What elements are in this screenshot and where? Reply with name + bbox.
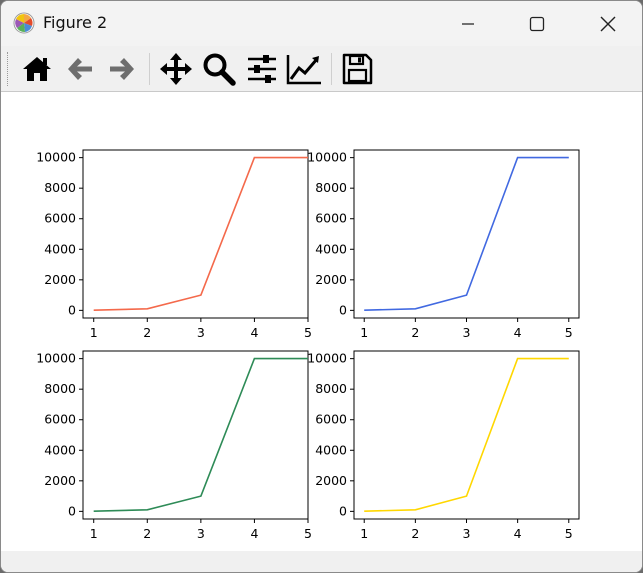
x-tick-label: 4: [250, 325, 258, 340]
x-tick-label: 2: [411, 325, 419, 340]
y-tick-label: 0: [339, 503, 347, 518]
y-tick-label: 8000: [44, 381, 76, 396]
subplot-4[interactable]: 0 2000 4000 6000 8000 10000 1 2 3 4 5: [307, 350, 580, 541]
x-tick-label: 2: [411, 526, 419, 541]
matplotlib-logo-icon: [13, 12, 35, 34]
y-tick-label: 2000: [44, 272, 76, 287]
magnifier-icon: [203, 53, 236, 86]
navigation-toolbar: [1, 46, 642, 92]
subplot-2[interactable]: 0 2000 4000 6000 8000 10000 1 2 3 4 5: [307, 149, 580, 340]
arrow-left-icon: [68, 58, 92, 80]
axes-frame: [353, 149, 580, 319]
y-tick-label: 4000: [315, 442, 347, 457]
y-tick-label: 8000: [315, 180, 347, 195]
y-tick-label: 4000: [44, 442, 76, 457]
arrow-right-icon: [110, 58, 134, 80]
toolbar-separator: [331, 53, 332, 85]
x-tick-label: 4: [514, 526, 522, 541]
x-tick-label: 5: [304, 325, 312, 340]
x-tick-label: 1: [360, 325, 368, 340]
close-button[interactable]: [585, 1, 631, 46]
x-tick-label: 3: [463, 526, 471, 541]
minimize-button[interactable]: [445, 1, 491, 46]
x-tick-label: 5: [304, 526, 312, 541]
y-tick-label: 6000: [44, 412, 76, 427]
title-bar[interactable]: Figure 2: [1, 1, 642, 46]
x-tick-label: 5: [565, 325, 573, 340]
y-tick-label: 6000: [44, 211, 76, 226]
toolbar-grip[interactable]: [7, 52, 9, 86]
y-tick-label: 2000: [44, 473, 76, 488]
x-tick-label: 1: [360, 526, 368, 541]
y-tick-label: 2000: [315, 272, 347, 287]
series-line: [364, 357, 569, 512]
y-tick-label: 10000: [36, 150, 76, 165]
move-arrows-icon: [160, 53, 192, 85]
y-tick-label: 4000: [44, 241, 76, 256]
line-chart-icon: [286, 55, 321, 85]
figure-canvas[interactable]: 0 2000 4000 6000 8000 10000 1 2 3 4 5 0 2000 4000 6000…: [1, 93, 642, 551]
y-tick-label: 2000: [315, 473, 347, 488]
home-icon: [23, 57, 51, 81]
axes-frame: [82, 149, 309, 319]
toolbar-separator: [149, 53, 150, 85]
y-tick-label: 8000: [315, 381, 347, 396]
y-tick-label: 0: [339, 302, 347, 317]
maximize-button[interactable]: [514, 1, 560, 46]
y-tick-label: 8000: [44, 180, 76, 195]
figure-plot[interactable]: 0 2000 4000 6000 8000 10000 1 2 3 4 5 0 2000 4000 6000…: [1, 93, 642, 551]
close-icon: [600, 16, 616, 31]
x-tick-label: 3: [463, 325, 471, 340]
x-tick-label: 2: [143, 325, 151, 340]
save-button[interactable]: [339, 51, 375, 87]
y-tick-label: 6000: [315, 412, 347, 427]
series-line: [93, 357, 308, 512]
series-line: [364, 156, 569, 311]
x-tick-label: 2: [143, 526, 151, 541]
home-button[interactable]: [19, 51, 55, 87]
x-tick-label: 1: [90, 526, 98, 541]
zoom-button[interactable]: [201, 51, 237, 87]
status-bar: [1, 551, 642, 572]
y-tick-label: 6000: [315, 211, 347, 226]
minimize-icon: [462, 22, 474, 25]
floppy-disk-icon: [342, 53, 373, 85]
sliders-icon: [248, 55, 276, 83]
y-tick-label: 10000: [36, 351, 76, 366]
subplot-3[interactable]: 0 2000 4000 6000 8000 10000 1 2 3 4 5: [36, 350, 312, 541]
series-line: [93, 156, 308, 311]
forward-button[interactable]: [104, 51, 140, 87]
maximize-icon: [529, 16, 545, 31]
x-tick-label: 1: [90, 325, 98, 340]
subplot-1[interactable]: 0 2000 4000 6000 8000 10000 1 2 3 4 5: [36, 149, 312, 340]
y-tick-label: 4000: [315, 241, 347, 256]
y-tick-label: 0: [68, 302, 76, 317]
x-tick-label: 4: [250, 526, 258, 541]
y-tick-label: 10000: [307, 150, 347, 165]
axes-frame: [82, 350, 309, 520]
y-tick-label: 10000: [307, 351, 347, 366]
pan-button[interactable]: [158, 51, 194, 87]
axes-frame: [353, 350, 580, 520]
back-button[interactable]: [62, 51, 98, 87]
window-title: Figure 2: [43, 13, 108, 32]
x-tick-label: 5: [565, 526, 573, 541]
edit-axes-button[interactable]: [286, 51, 322, 87]
x-tick-label: 3: [197, 526, 205, 541]
y-tick-label: 0: [68, 503, 76, 518]
subplots-button[interactable]: [244, 51, 280, 87]
x-tick-label: 4: [514, 325, 522, 340]
x-tick-label: 3: [197, 325, 205, 340]
